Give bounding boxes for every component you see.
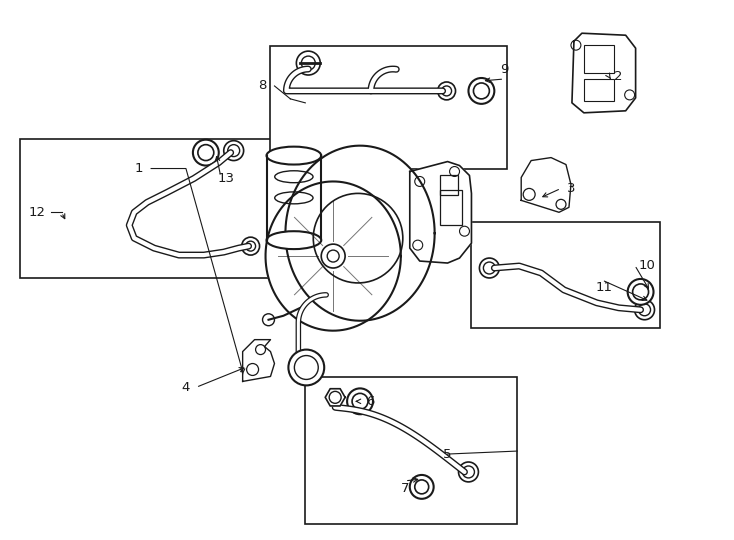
Text: 2: 2 [614, 70, 623, 83]
Bar [266, 156, 321, 240]
Circle shape [241, 237, 260, 255]
Text: 4: 4 [182, 381, 190, 394]
Text: 1: 1 [135, 162, 143, 175]
Polygon shape [572, 33, 636, 113]
Polygon shape [286, 146, 435, 321]
Ellipse shape [266, 231, 321, 249]
Circle shape [468, 78, 494, 104]
Circle shape [633, 284, 649, 300]
Bar [20, 139, 300, 278]
Circle shape [415, 480, 429, 494]
Polygon shape [266, 181, 401, 330]
Polygon shape [243, 340, 275, 381]
Circle shape [193, 140, 219, 166]
Circle shape [437, 82, 456, 100]
Text: 13: 13 [217, 172, 234, 185]
Circle shape [347, 388, 373, 414]
Text: 12: 12 [28, 206, 46, 219]
Bar [271, 46, 507, 168]
Circle shape [288, 349, 324, 386]
Circle shape [352, 393, 368, 409]
Text: 11: 11 [595, 281, 612, 294]
Text: 9: 9 [500, 63, 509, 76]
Polygon shape [325, 389, 345, 406]
Circle shape [198, 145, 214, 160]
Bar [440, 176, 457, 195]
Text: 7: 7 [401, 482, 409, 495]
Circle shape [628, 279, 653, 305]
Circle shape [297, 51, 320, 75]
Circle shape [459, 462, 479, 482]
Text: 10: 10 [638, 259, 655, 272]
Text: 6: 6 [366, 395, 374, 408]
Text: 5: 5 [443, 448, 452, 461]
Bar [584, 79, 614, 101]
Circle shape [635, 300, 655, 320]
Bar [471, 222, 661, 328]
Polygon shape [410, 161, 471, 263]
Bar [584, 45, 614, 73]
Circle shape [410, 475, 434, 499]
Text: 3: 3 [567, 182, 575, 195]
Circle shape [479, 258, 499, 278]
Ellipse shape [266, 147, 321, 165]
Polygon shape [521, 158, 571, 212]
Circle shape [473, 83, 490, 99]
Circle shape [224, 140, 244, 160]
Bar [305, 377, 517, 524]
Text: 8: 8 [258, 79, 266, 92]
Bar [440, 191, 462, 225]
